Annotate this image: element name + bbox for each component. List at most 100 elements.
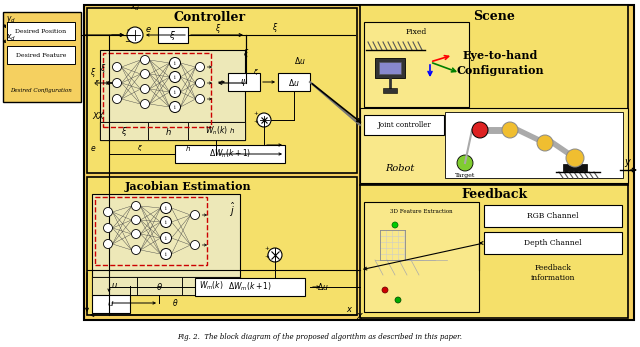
Circle shape	[566, 149, 584, 167]
Bar	[195, 278, 305, 296]
Text: $\Delta u$: $\Delta u$	[317, 281, 329, 293]
Circle shape	[170, 71, 180, 83]
Circle shape	[104, 223, 113, 232]
Text: $\xi$: $\xi$	[170, 28, 177, 42]
Bar	[445, 112, 623, 178]
Circle shape	[257, 113, 271, 127]
Bar	[383, 88, 397, 93]
Bar	[92, 295, 130, 313]
Bar	[103, 53, 211, 127]
Bar	[375, 58, 405, 78]
Circle shape	[131, 215, 141, 225]
Bar	[158, 27, 188, 43]
Text: $\xi$: $\xi$	[120, 125, 127, 137]
Bar	[278, 73, 310, 91]
Text: $\xi$: $\xi$	[243, 46, 249, 59]
Text: $\Delta u$: $\Delta u$	[294, 54, 306, 66]
Bar	[100, 50, 245, 140]
Bar	[175, 145, 285, 163]
Circle shape	[113, 78, 122, 87]
Bar	[360, 5, 628, 185]
Text: $+$: $+$	[264, 244, 270, 252]
Text: $\xi$: $\xi$	[253, 67, 259, 77]
Bar	[379, 62, 401, 74]
Bar	[100, 122, 148, 140]
Bar	[148, 122, 188, 140]
Text: $\psi$: $\psi$	[240, 76, 248, 87]
Text: $h$: $h$	[185, 144, 191, 152]
Bar	[228, 73, 260, 91]
Text: Scene: Scene	[473, 9, 515, 23]
Text: $\Delta W_m(k+1)$: $\Delta W_m(k+1)$	[228, 281, 272, 293]
Text: $\theta$: $\theta$	[156, 280, 163, 291]
Circle shape	[161, 203, 172, 213]
Text: $x$: $x$	[346, 305, 354, 314]
Bar	[360, 108, 628, 183]
Bar	[137, 277, 182, 295]
Bar	[484, 205, 622, 227]
Text: Target: Target	[455, 172, 475, 178]
Text: $e$: $e$	[90, 144, 96, 152]
Circle shape	[141, 69, 150, 78]
Bar	[182, 277, 240, 295]
Text: Desired Configuration: Desired Configuration	[10, 87, 72, 93]
Bar	[92, 277, 240, 295]
Text: Controller: Controller	[174, 10, 246, 24]
Text: $X$: $X$	[92, 110, 100, 120]
Bar	[364, 22, 469, 107]
Bar	[188, 122, 245, 140]
Text: $\xi$: $\xi$	[100, 61, 106, 75]
Text: i: i	[165, 205, 167, 211]
Text: $W_n(k)$: $W_n(k)$	[205, 125, 227, 137]
Circle shape	[113, 94, 122, 103]
Text: RGB Channel: RGB Channel	[527, 212, 579, 220]
Text: $X$: $X$	[97, 110, 105, 120]
Text: i: i	[174, 75, 176, 79]
Text: Robot: Robot	[385, 163, 415, 172]
Circle shape	[195, 78, 205, 87]
Text: Desired Feature: Desired Feature	[16, 52, 66, 58]
Bar	[360, 185, 628, 318]
Text: $u$: $u$	[108, 299, 115, 308]
Bar	[7, 46, 75, 64]
Text: $x_d$: $x_d$	[6, 33, 16, 43]
Text: $\Delta W_n(k+1)$: $\Delta W_n(k+1)$	[209, 148, 251, 160]
Text: $e$: $e$	[145, 25, 152, 34]
Bar	[92, 194, 240, 279]
Circle shape	[131, 229, 141, 238]
Bar	[3, 12, 81, 102]
Circle shape	[131, 202, 141, 211]
Bar	[87, 177, 357, 315]
Circle shape	[195, 94, 205, 103]
Circle shape	[161, 217, 172, 228]
Text: i: i	[165, 236, 167, 240]
Text: $+$: $+$	[253, 117, 259, 125]
Bar	[92, 277, 137, 295]
Circle shape	[127, 27, 143, 43]
Text: i: i	[165, 252, 167, 256]
Text: $\Delta u$: $\Delta u$	[288, 76, 300, 87]
Circle shape	[195, 62, 205, 71]
Text: Desired Position: Desired Position	[15, 28, 67, 34]
Circle shape	[104, 239, 113, 248]
Text: $\xi$: $\xi$	[94, 78, 100, 88]
Circle shape	[104, 208, 113, 217]
Circle shape	[472, 122, 488, 138]
Circle shape	[502, 122, 518, 138]
Circle shape	[170, 102, 180, 112]
Text: $\xi$: $\xi$	[215, 22, 221, 34]
Circle shape	[170, 58, 180, 68]
Text: information: information	[531, 274, 575, 282]
Text: i: i	[174, 90, 176, 94]
Bar	[95, 197, 207, 265]
Text: Feedback: Feedback	[534, 264, 572, 272]
Circle shape	[161, 232, 172, 244]
Text: $y_d$: $y_d$	[6, 14, 16, 25]
Text: $W_m(k)$: $W_m(k)$	[198, 280, 223, 292]
Text: $+$: $+$	[253, 109, 259, 117]
Bar	[7, 22, 75, 40]
Text: Depth Channel: Depth Channel	[524, 239, 582, 247]
Circle shape	[395, 297, 401, 303]
Bar	[364, 202, 479, 312]
Text: $u$: $u$	[111, 281, 118, 290]
